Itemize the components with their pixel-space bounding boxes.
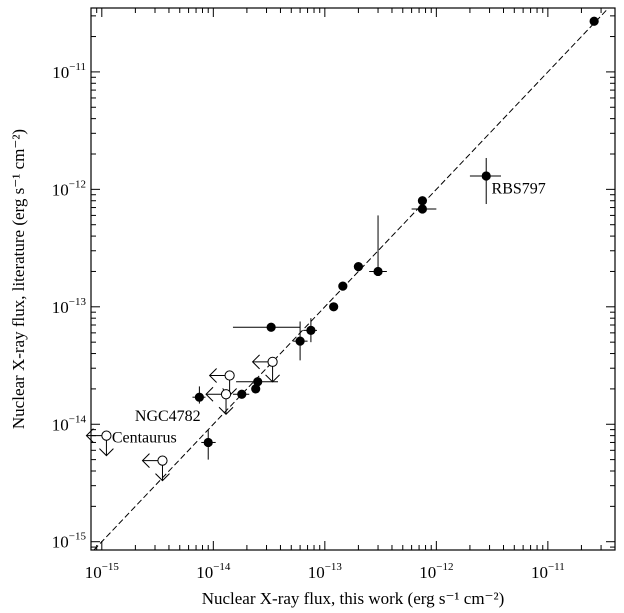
limit-arrowhead-left <box>205 386 214 402</box>
limit-arrowhead-left <box>208 368 217 383</box>
detection-point <box>253 377 263 387</box>
y-tick-label: 10−12 <box>52 178 86 199</box>
limit-arrowhead-down <box>99 448 114 457</box>
limit-arrowhead-left <box>251 354 260 370</box>
upper-limit-point <box>101 430 112 441</box>
limit-arrowhead-down <box>155 473 170 482</box>
upper-limit-markers <box>85 354 280 482</box>
x-tick-labels: 10−15 10−14 10−13 10−12 10−11 <box>85 561 565 582</box>
detection-point <box>306 325 316 335</box>
y-tick-label: 10−14 <box>52 413 87 434</box>
x-tick-label: 10−14 <box>196 561 231 582</box>
limit-arrowhead-left <box>85 428 94 443</box>
limit-arrowhead-left <box>141 453 150 468</box>
detection-point <box>589 16 599 26</box>
limit-arrowhead-down <box>265 374 280 383</box>
annotation-centaurus: Centaurus <box>112 429 177 446</box>
x-tick-label: 10−15 <box>85 561 120 582</box>
x-axis-label: Nuclear X-ray flux, this work (erg s⁻¹ c… <box>202 589 505 608</box>
detection-point <box>338 281 348 291</box>
upper-limit-point <box>157 455 168 466</box>
detection-point <box>203 437 213 448</box>
detection-point <box>481 171 491 181</box>
detection-points <box>194 16 599 448</box>
x-tick-label: 10−12 <box>419 561 453 582</box>
detection-point <box>417 196 428 206</box>
source-annotations: RBS797 NGC4782 Centaurus <box>112 180 546 446</box>
detection-point <box>373 266 383 277</box>
detection-point <box>417 204 428 214</box>
annotation-ngc4782: NGC4782 <box>135 408 201 425</box>
detection-point <box>251 384 261 394</box>
upper-limit-point <box>220 389 232 400</box>
annotation-rbs797: RBS797 <box>492 180 546 197</box>
upper-limit-point <box>224 370 235 381</box>
error-bars <box>192 157 502 460</box>
y-tick-label: 10−11 <box>52 61 86 82</box>
y-tick-label: 10−13 <box>52 296 87 317</box>
y-tick-label: 10−15 <box>52 531 87 552</box>
detection-point <box>266 322 276 332</box>
y-axis-label: Nuclear X-ray flux, literature (erg s⁻¹ … <box>9 129 28 429</box>
detection-point <box>237 389 247 399</box>
one-to-one-line <box>93 7 609 551</box>
limit-arrowhead-down <box>218 406 234 415</box>
detection-point <box>194 392 204 402</box>
detection-point <box>295 336 305 346</box>
plot-frame <box>90 7 616 551</box>
upper-limit-point <box>267 356 278 367</box>
x-tick-label: 10−11 <box>531 561 565 582</box>
detection-point <box>329 302 339 312</box>
x-tick-label: 10−13 <box>308 561 343 582</box>
axis-ticks <box>90 8 616 550</box>
y-tick-labels: 10−15 10−14 10−13 10−12 10−11 <box>52 61 87 552</box>
detection-point <box>353 261 364 272</box>
